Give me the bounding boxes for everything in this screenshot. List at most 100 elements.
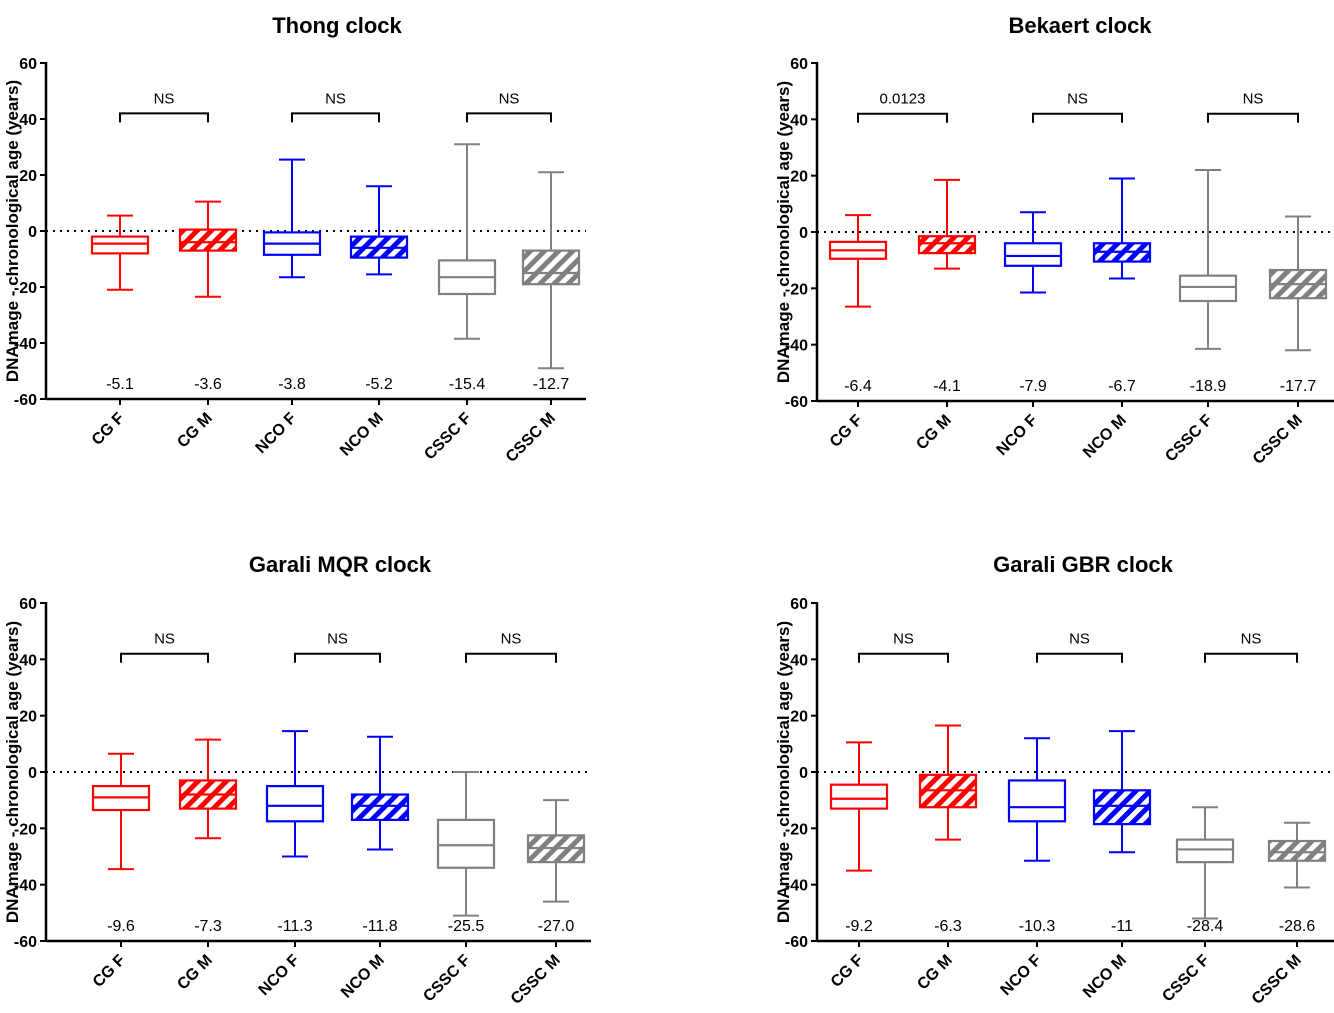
annotation-value: -11.8 [362, 918, 397, 935]
box-cg-m [918, 724, 978, 841]
annotation-value: -15.4 [449, 376, 486, 393]
box-nco-f [1003, 211, 1063, 294]
box-nco-f [1007, 737, 1067, 862]
box-cssc-m [1267, 821, 1327, 889]
comparison-bracket [1204, 652, 1298, 663]
panel-1: Thong clock DNAmage - chronological age (… [3, 13, 586, 466]
annotation-value: -5.1 [106, 376, 134, 393]
y-tick-label: -40 [14, 336, 37, 353]
comparison-label: NS [154, 90, 175, 107]
annotation-value: -5.2 [365, 376, 393, 393]
box-body [1003, 242, 1063, 267]
x-tick-label: CG F [89, 410, 128, 449]
annotation-value: -18.9 [1190, 378, 1227, 395]
box-cg-f [91, 752, 151, 871]
box-cssc-m [1268, 215, 1328, 352]
x-tick-label: CSSC F [420, 952, 474, 1006]
annotation-value: -6.3 [934, 918, 962, 935]
comparison-label: NS [1241, 631, 1262, 648]
comparison-label: NS [1069, 631, 1090, 648]
y-tick-label: -40 [785, 338, 808, 355]
box-cg-f [90, 214, 150, 291]
x-tick-label: NCO F [253, 410, 300, 457]
x-tick-label: CSSC F [1162, 412, 1216, 466]
box-cg-m [178, 200, 238, 298]
comparison-bracket [858, 652, 949, 663]
panel-3: Garali MQR clock DNAmage - chronological … [3, 552, 591, 1008]
annotation-value: -6.4 [844, 378, 872, 395]
x-tick-label: CG F [827, 412, 866, 451]
box-cg-f [828, 214, 888, 308]
x-tick-label: NCO M [1080, 412, 1130, 462]
box-cg-m [917, 178, 977, 270]
chart-title: Garali GBR clock [993, 552, 1174, 577]
y-axis-label: DNAmage - chronological age (years) [774, 81, 793, 383]
comparison-bracket [120, 652, 209, 663]
x-tick-label: CG M [914, 952, 956, 994]
comparison-bracket [1207, 112, 1299, 123]
box-body [178, 228, 238, 252]
y-tick-label: 20 [790, 169, 808, 186]
box-cg-m [178, 738, 238, 840]
comparison-bracket [466, 112, 552, 123]
y-tick-label: -40 [14, 878, 37, 895]
y-tick-label: 60 [790, 596, 808, 613]
annotation-value: -7.9 [1019, 378, 1047, 395]
panel-4: Garali GBR clock DNAmage - chronological … [774, 552, 1334, 1008]
y-axis-label: DNAmage - chronological age (years) [3, 80, 22, 382]
annotation-value: -17.7 [1280, 378, 1317, 395]
box-cssc-f [436, 771, 496, 917]
comparison-label: NS [893, 631, 914, 648]
comparison-label: NS [327, 631, 348, 648]
box-cssc-m [521, 171, 581, 370]
annotation-value: -4.1 [933, 378, 961, 395]
comparison-bracket [1032, 112, 1123, 123]
box-body [521, 249, 581, 286]
comparison-bracket [857, 112, 948, 123]
y-tick-label: 20 [19, 168, 37, 185]
x-tick-label: CSSC F [421, 410, 475, 464]
x-tick-label: CG F [90, 952, 129, 991]
x-tick-label: NCO F [256, 952, 303, 999]
x-tick-label: NCO M [337, 410, 387, 460]
comparison-bracket [1036, 652, 1123, 663]
box-nco-f [265, 730, 325, 858]
box-cg-f [829, 741, 889, 872]
box-body [90, 235, 150, 255]
comparison-label: NS [154, 631, 175, 648]
comparison-bracket [465, 652, 557, 663]
annotation-value: -7.3 [194, 918, 222, 935]
y-tick-label: -60 [785, 394, 808, 411]
box-body [917, 235, 977, 255]
x-tick-label: CG M [174, 952, 216, 994]
y-tick-label: -20 [14, 821, 37, 838]
panel-2: Bekaert clock DNAmage - chronological age… [774, 13, 1334, 468]
box-body [1175, 838, 1235, 864]
box-cssc-f [437, 143, 497, 340]
x-tick-label: CG M [174, 410, 216, 452]
y-tick-label: 60 [19, 56, 37, 73]
y-tick-label: -20 [785, 821, 808, 838]
box-nco-f [262, 158, 322, 279]
chart-title: Garali MQR clock [249, 552, 432, 577]
y-tick-label: -60 [785, 934, 808, 951]
comparison-label: NS [1243, 91, 1264, 108]
comparison-label: NS [1067, 91, 1088, 108]
annotation-value: -3.8 [278, 376, 306, 393]
y-tick-label: 40 [790, 652, 808, 669]
box-cssc-m [526, 799, 586, 903]
annotation-value: -9.6 [107, 918, 135, 935]
box-cssc-f [1175, 806, 1235, 920]
box-body [829, 783, 889, 810]
comparison-label: NS [501, 631, 522, 648]
y-tick-label: -40 [785, 878, 808, 895]
y-tick-label: -60 [14, 934, 37, 951]
box-body [436, 818, 496, 869]
x-tick-label: CG F [828, 952, 867, 991]
annotation-value: -11 [1111, 918, 1133, 935]
annotation-value: -28.6 [1279, 918, 1316, 935]
annotation-value: -27.0 [538, 918, 575, 935]
comparison-label: NS [325, 90, 346, 107]
y-tick-label: 0 [28, 224, 37, 241]
